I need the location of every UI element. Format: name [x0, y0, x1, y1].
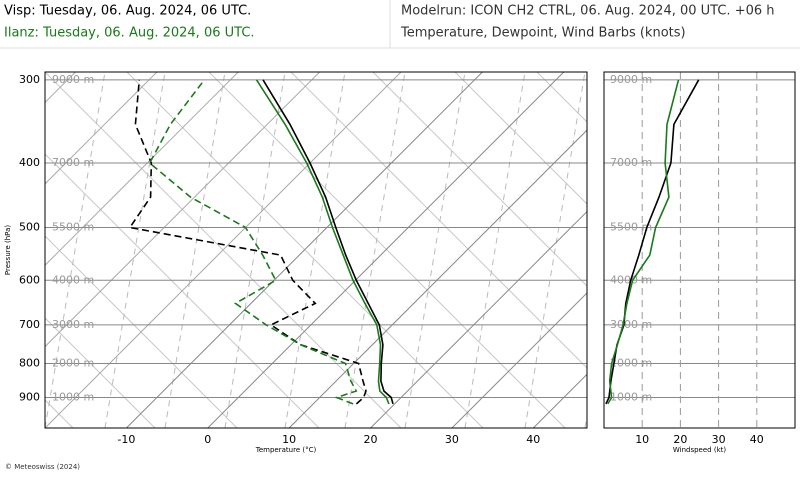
isotherm-grid — [288, 129, 587, 428]
adiabat-line — [45, 153, 320, 428]
altitude-label: 2000 m — [52, 356, 94, 369]
temperature-line — [262, 79, 394, 405]
adiabat-line — [619, 72, 800, 428]
skewt-plot: 9000 m 7000 m 5500 m 4000 m 3000 m 2000 m 1000… — [45, 72, 800, 428]
x-axis-label: Windspeed (kt) — [673, 446, 726, 454]
x-tick-label: 30 — [712, 433, 726, 446]
altitude-label: 9000 m — [610, 73, 652, 86]
adiabat-line — [208, 72, 566, 428]
altitude-label: 7000 m — [52, 156, 94, 169]
adiabat-line — [454, 72, 587, 205]
y-tick-label: 300 — [19, 73, 40, 86]
x-tick-label: 20 — [364, 433, 378, 446]
x-axis-label: Temperature (°C) — [255, 446, 317, 454]
mixing-ratio-line — [645, 72, 705, 428]
isotherm-grid — [126, 72, 483, 428]
temperature-line — [255, 79, 390, 405]
y-tick-label: 600 — [19, 273, 40, 286]
footer: © Meteoswiss (2024) — [5, 463, 80, 471]
altitude-label: 1000 m — [52, 391, 94, 404]
x-tick-label: -10 — [117, 433, 135, 446]
altitude-label: 3000 m — [610, 318, 652, 331]
mixing-ratio-line — [344, 72, 406, 428]
isotherm-grid — [370, 210, 587, 428]
mixing-ratio-line — [705, 72, 765, 428]
title-ilanz: Ilanz: Tuesday, 06. Aug. 2024, 06 UTC. — [4, 26, 255, 41]
adiabat-line — [536, 72, 587, 123]
y-tick-label: 900 — [19, 391, 40, 404]
subtitle: Temperature, Dewpoint, Wind Barbs (knots… — [400, 26, 686, 41]
mixing-ratio-line — [524, 72, 586, 428]
altitude-label: 5500 m — [610, 221, 652, 234]
altitude-label: 2000 m — [610, 356, 652, 369]
axes: -10 0 10 20 30 40 300 400 500 600 700 800 900 Tempera… — [4, 73, 764, 454]
mixing-ratio-line — [584, 413, 587, 428]
altitude-label: 4000 m — [52, 273, 94, 286]
y-tick-label: 400 — [19, 156, 40, 169]
altitude-label: 5500 m — [52, 221, 94, 234]
altitude-label: 7000 m — [610, 156, 652, 169]
x-tick-label: 20 — [673, 433, 687, 446]
isotherm-line — [45, 72, 158, 185]
isotherm-line — [45, 72, 320, 348]
x-tick-label: 30 — [445, 433, 459, 446]
mixing-ratio-line — [164, 72, 226, 428]
y-tick-label: 800 — [19, 356, 40, 369]
altitude-label: 9000 m — [52, 73, 94, 86]
y-tick-label: 700 — [19, 318, 40, 331]
adiabat-line — [783, 72, 800, 428]
skewt-frame — [44, 71, 588, 429]
dewpoint-line — [148, 79, 358, 405]
altitude-label: 1000 m — [610, 391, 652, 404]
x-tick-label: 40 — [526, 433, 540, 446]
windspeed-line — [605, 79, 700, 405]
y-tick-label: 500 — [19, 221, 40, 234]
x-tick-label: 0 — [204, 433, 211, 446]
adiabat-line — [701, 72, 800, 428]
adiabat-line — [290, 72, 587, 369]
title-visp: Visp: Tuesday, 06. Aug. 2024, 06 UTC. — [4, 4, 251, 19]
x-tick-label: 10 — [282, 433, 296, 446]
model-run: Modelrun: ICON CH2 CTRL, 06. Aug. 2024, … — [401, 4, 775, 19]
mixing-ratio-line — [464, 72, 526, 428]
mixing-ratio-line — [284, 72, 346, 428]
adiabat-line — [45, 317, 156, 428]
mixing-ratio-line — [404, 72, 466, 428]
mixing-ratio-line — [104, 72, 166, 428]
dewpoint-line — [128, 79, 367, 405]
x-tick-label: 40 — [750, 433, 764, 446]
adiabat-line — [45, 235, 238, 428]
x-tick-label: 10 — [635, 433, 649, 446]
isotherm-grid — [207, 72, 565, 428]
isotherm-line — [45, 72, 402, 428]
altitude-label: 3000 m — [52, 318, 94, 331]
isotherm-line — [696, 72, 800, 428]
adiabat-line — [372, 72, 587, 287]
isotherm-line — [45, 72, 239, 266]
y-axis-label: Pressure (hPa) — [4, 225, 12, 275]
windspeed-line — [607, 79, 680, 405]
mixing-ratio-line — [45, 72, 106, 428]
isotherm-grid — [451, 292, 587, 428]
wind-frame — [603, 71, 796, 429]
